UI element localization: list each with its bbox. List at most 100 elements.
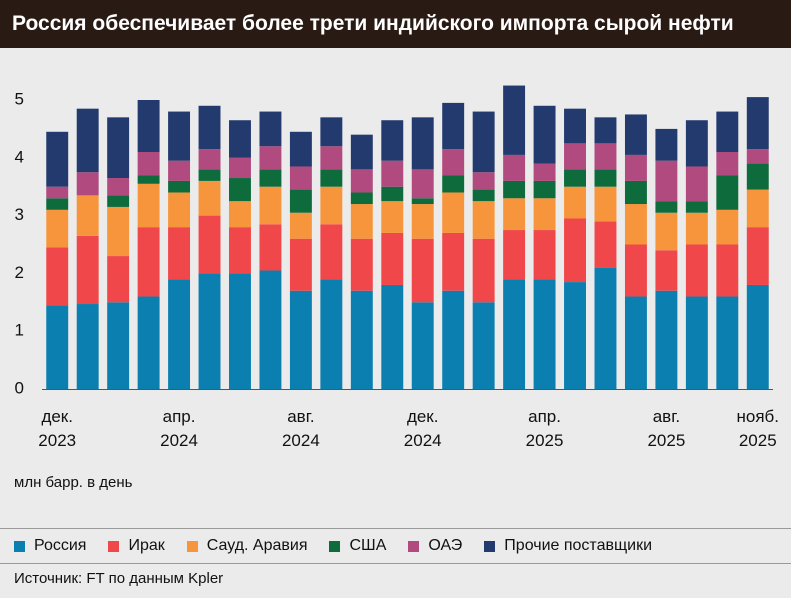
bar-segment	[137, 152, 160, 176]
bar-segment	[259, 224, 282, 271]
bar-segment	[685, 120, 708, 167]
bar-segment	[320, 117, 343, 147]
bar-segment	[533, 279, 556, 389]
bar-segment	[107, 302, 130, 389]
bar-segment	[229, 178, 251, 202]
bar-segment	[168, 160, 191, 181]
bar-segment	[624, 180, 647, 205]
legend-label: США	[349, 537, 387, 554]
bar-segment	[168, 192, 191, 228]
bar-segment	[168, 227, 191, 280]
bar-segment	[716, 111, 739, 153]
bar-segment	[442, 149, 465, 176]
plot: 0 1 2 3 4 5	[15, 85, 773, 397]
bar-segment	[746, 189, 769, 228]
bar-segment	[289, 189, 312, 213]
bar-segment	[259, 270, 282, 389]
legend-label: Россия	[34, 537, 87, 554]
legend-swatch	[108, 540, 120, 552]
bar-segment	[350, 169, 373, 193]
bar-segment	[168, 111, 191, 161]
legend-item: Россия	[14, 537, 86, 555]
bar-segment	[76, 172, 99, 196]
bar-segment	[716, 296, 739, 389]
legend-item: ОАЭ	[408, 537, 462, 555]
y-tick-label: 1	[15, 321, 24, 340]
bar-segment	[259, 169, 282, 187]
bar-segment	[685, 296, 708, 389]
bar-segment	[655, 128, 678, 161]
bar-segment	[320, 186, 343, 225]
bar-segment	[320, 224, 343, 280]
unit-label: млн барр. в день	[14, 474, 133, 491]
bar-segment	[107, 195, 130, 207]
bar-segment	[564, 108, 586, 144]
bar-segment	[624, 244, 647, 297]
y-tick-label: 3	[15, 205, 24, 224]
bar-segment	[76, 195, 99, 236]
bar-segment	[289, 290, 312, 389]
bar-segment	[594, 186, 617, 222]
bar-segment	[746, 97, 769, 150]
bar-segment	[229, 201, 251, 228]
bar-segment	[655, 250, 678, 291]
bar-segment	[685, 244, 708, 297]
bar-segment	[655, 160, 678, 202]
bar-segment	[46, 186, 69, 199]
bar-segment	[137, 183, 160, 228]
bar-segment	[259, 186, 282, 225]
bar-segment	[716, 175, 739, 210]
bar-segment	[472, 111, 495, 173]
bar-segment	[533, 163, 556, 181]
bar-segment	[289, 166, 312, 190]
x-tick-label: авг. 2024	[281, 407, 320, 450]
legend-label: ОАЭ	[428, 537, 463, 554]
x-tick-label: нояб. 2025	[736, 407, 780, 450]
bar-segment	[198, 215, 221, 274]
bar-segment	[107, 256, 130, 303]
legend-label: Сауд. Аравия	[206, 537, 308, 554]
legend-swatch	[484, 540, 496, 552]
bar-segment	[381, 232, 404, 285]
bar-segment	[655, 290, 678, 389]
bar-segment	[168, 279, 191, 389]
bar-segment	[472, 201, 495, 239]
bar-segment	[716, 209, 739, 245]
bar-segment	[685, 201, 708, 213]
bar-segment	[411, 198, 434, 205]
bar-segment	[259, 146, 282, 170]
bar-segment	[381, 120, 404, 161]
legend-swatch	[14, 540, 25, 552]
bar-segment	[381, 160, 404, 187]
bar-segment	[594, 267, 617, 389]
bar-segment	[442, 192, 465, 233]
bar-segment	[137, 100, 160, 153]
bar-segment	[564, 218, 586, 283]
bar-segment	[624, 204, 647, 245]
bar-segment	[229, 120, 251, 158]
bar-segment	[289, 131, 312, 167]
bar-segment	[46, 198, 69, 210]
bar-segment	[564, 169, 586, 187]
bar-segment	[746, 284, 769, 389]
bar-segment	[624, 114, 647, 155]
bar-segment	[46, 131, 69, 187]
bar-segment	[168, 180, 191, 193]
bar-segment	[229, 227, 251, 274]
bar-segment	[411, 117, 434, 170]
bar-segment	[198, 169, 221, 181]
bar-segment	[472, 189, 495, 202]
bar-segment	[381, 284, 404, 389]
bar-segment	[46, 247, 69, 306]
bar-segment	[442, 175, 465, 193]
bar-segment	[76, 235, 99, 305]
bar-segment	[564, 143, 586, 170]
bar-segment	[320, 279, 343, 389]
bar-segment	[137, 227, 160, 297]
bar-segment	[350, 134, 373, 170]
bar-segment	[350, 192, 373, 205]
bar-segment	[137, 175, 160, 184]
bar-segment	[503, 180, 526, 199]
bar-segment	[259, 111, 282, 147]
x-tick-label: апр. 2025	[525, 407, 564, 450]
